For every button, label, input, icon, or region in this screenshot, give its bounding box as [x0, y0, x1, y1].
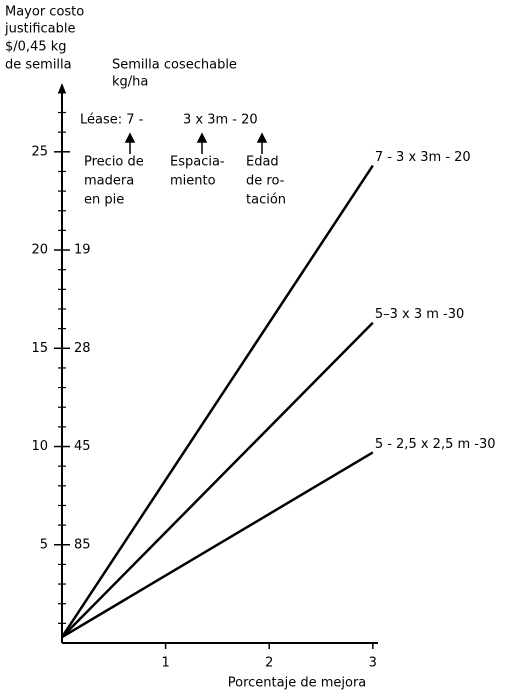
x-tick-label: 2 [265, 656, 273, 671]
y-tick-label: 15 [31, 341, 48, 356]
y2-tick-label: 28 [74, 341, 91, 356]
title: de semilla [5, 58, 72, 73]
annotation: en pie [84, 193, 124, 208]
annotation: Precio de [84, 155, 144, 170]
arrows [124, 132, 268, 154]
annotation: 3 x 3m - 20 [183, 113, 258, 128]
x-label: Porcentaje de mejora [228, 676, 367, 691]
series-line [61, 451, 374, 639]
y-tick-label: 25 [31, 144, 48, 159]
annotation: tación [246, 193, 286, 208]
y2-label: kg/ha [112, 75, 148, 90]
x-tick-label: 1 [161, 656, 169, 671]
title: Mayor costo [5, 5, 84, 20]
y-tick-label: 10 [31, 439, 48, 454]
series-label: 5 - 2,5 x 2,5 m -30 [375, 437, 496, 452]
series-line [61, 321, 374, 638]
annotation: miento [170, 174, 216, 189]
annotation: Espacia- [170, 155, 225, 170]
title: $/0,45 kg [5, 40, 67, 55]
x-tick-label: 3 [369, 656, 377, 671]
y2-tick-label: 19 [74, 243, 91, 258]
series-line [60, 164, 374, 638]
title: justificable [4, 22, 76, 37]
annotation: madera [84, 174, 134, 189]
series-label: 7 - 3 x 3m - 20 [375, 150, 471, 165]
y2-label: Semilla cosechable [112, 58, 237, 73]
annotation: Léase: 7 - [80, 113, 144, 128]
series-label: 5–3 x 3 m -30 [375, 307, 464, 322]
y-tick-label: 5 [40, 537, 48, 552]
y2-tick-label: 45 [74, 439, 91, 454]
y-tick-label: 20 [31, 243, 48, 258]
annotation: de ro- [246, 174, 285, 189]
y2-tick-label: 85 [74, 537, 91, 552]
annotation: Edad [246, 155, 279, 170]
y-axis-arrow [58, 83, 66, 93]
